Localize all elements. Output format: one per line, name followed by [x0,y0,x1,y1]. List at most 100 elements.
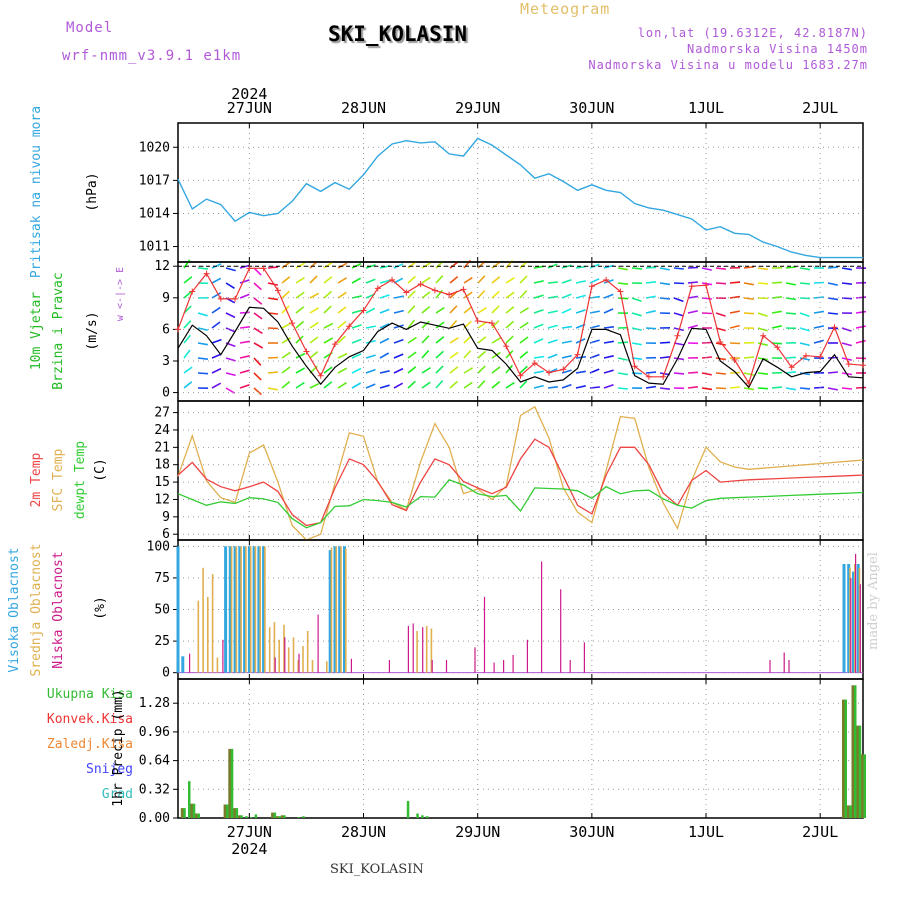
wind-direction-arrow [505,335,514,344]
wind-direction-arrow [813,386,825,389]
wind-direction-arrow [533,294,544,299]
wind-gust-marker [431,287,438,294]
wind-direction-arrow [743,356,755,359]
cloud-high-bar [852,571,855,673]
wind-direction-arrow [379,337,390,344]
wind-direction-arrow [799,387,811,390]
wind-direction-arrow [715,282,727,285]
wind-direction-arrow [309,382,320,389]
precip-total-bar [249,817,253,818]
wind-direction-arrow [841,327,852,332]
cloud-low-bar [422,627,424,673]
wind-direction-arrow [421,305,431,314]
wind-direction-arrow [729,342,741,345]
wind-direction-arrow [673,357,685,361]
precip-ytick-label: 0.96 [139,725,170,740]
wind-direction-arrow [477,350,487,359]
wind-direction-arrow [715,372,726,375]
wind-gust-marker [731,356,738,363]
wind-direction-arrow [407,319,416,329]
cloud-mid-bar [240,546,242,673]
wind-gust-marker [717,339,724,346]
wind-gust-marker [517,372,524,379]
wind-direction-arrow [673,312,684,317]
wind-direction-arrow [365,325,376,329]
wind-direction-arrow [603,369,614,374]
wind-direction-arrow [855,296,867,299]
cloud-mid-bar [259,546,261,673]
cloud-mid-bar [330,547,333,673]
wind-direction-arrow [561,278,572,284]
wind-direction-arrow [841,282,852,285]
wind-gust-marker [317,372,324,379]
wind-direction-arrow [505,306,515,314]
precip-conv-bar [851,685,855,818]
wind-direction-arrow [687,281,698,284]
precip-legend-2: Zaledj.Kisa [47,737,133,752]
wind-direction-arrow [659,387,670,390]
cloud-low-bar [350,658,352,673]
precip-legend-3: Snijeg [86,762,133,777]
wind-direction-arrow [785,387,796,391]
cloud-mid-bar [297,660,299,673]
wind-direction-arrow [491,276,501,284]
wind-direction-arrow [519,336,529,344]
wind-direction-arrow [421,335,430,344]
cloud-mid-bar [335,546,338,673]
wind-gust-marker [703,282,710,289]
wind-direction-arrow [631,297,642,303]
cloud-low-bar [493,662,495,673]
precip-total-bar [283,815,286,818]
wind-direction-arrow [855,339,866,344]
wind-direction-arrow [645,371,657,374]
wind-direction-arrow [379,384,390,389]
wind-gust-marker [446,291,453,298]
wind-direction-arrow [239,340,250,344]
cloud-low-bar [783,652,785,673]
temp-ytick-label: 21 [154,440,170,455]
precip-axis-label: 1hr Precip (mm) [111,689,126,806]
wind-direction-arrow [561,383,572,389]
wind-direction-arrow [827,282,838,286]
cloud-mid-bar [249,546,252,673]
wind-direction-arrow [421,320,430,329]
cloud-high-bar [252,546,256,673]
wind-direction-arrow [799,267,811,271]
wind-direction-arrow [351,353,362,359]
precip-conv-bar [846,805,850,818]
wind-direction-arrow [701,312,713,315]
wind-direction-arrow [295,306,305,314]
wind-direction-arrow [813,310,825,314]
precip-conv-bar [233,808,237,818]
wind-direction-arrow [701,387,713,391]
temp-ytick-label: 27 [154,406,170,421]
wind-direction-arrow [827,371,838,374]
wind-direction-arrow [575,309,586,314]
wind-direction-arrow [547,386,558,389]
wind-direction-arrow [561,325,573,329]
wind-direction-arrow [841,267,852,271]
precip-conv-bar [856,725,860,818]
wind-direction-arrow [211,277,222,284]
cloud-mid-bar [197,600,200,673]
wind-direction-arrow [631,312,642,317]
cloud-low-bar [189,653,191,673]
wind-direction-arrow [561,340,572,344]
wind-direction-arrow [407,366,417,374]
cloud-low-bar [503,660,505,673]
wind-direction-arrow [281,337,292,344]
wind-gust-marker [645,373,652,380]
cloud-low-bar [855,553,857,673]
wind-direction-arrow [687,295,699,299]
wind-direction-arrow [743,297,754,300]
wind-direction-arrow [491,380,501,389]
wind-gust-marker [374,285,381,292]
wind-direction-arrow [659,341,671,344]
wind-direction-arrow [687,386,698,389]
wind-direction-arrow [771,281,783,284]
wind-direction-arrow [547,310,558,314]
precip-total-bar [183,808,186,818]
wind-direction-arrow [309,275,318,284]
bottom-day-label: 30JUN [569,823,614,841]
bottom-day-label: 27JUN [227,823,272,841]
